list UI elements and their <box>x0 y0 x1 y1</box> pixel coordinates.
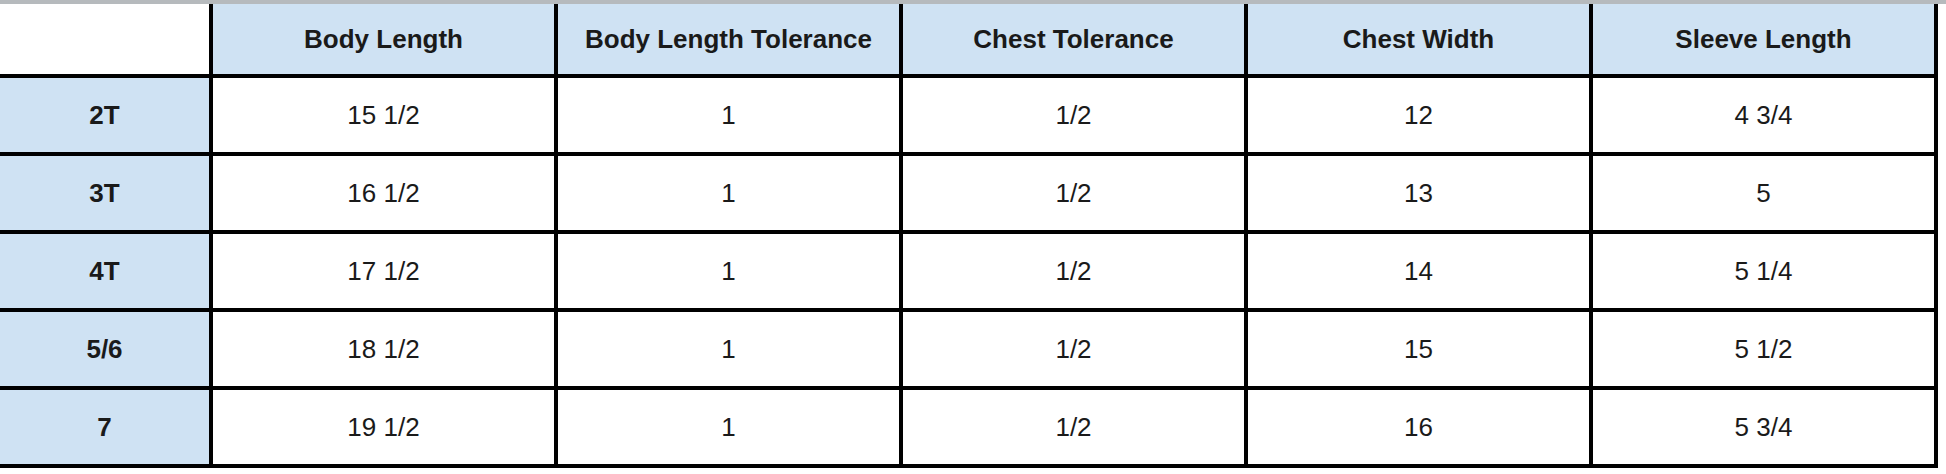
cell-4t-sleeve-length: 5 1/4 <box>1593 234 1938 312</box>
cell-3t-sleeve-length: 5 <box>1593 156 1938 234</box>
table-row-7: 7 19 1/2 1 1/2 16 5 3/4 <box>0 390 1938 468</box>
cell-2t-chest-width: 12 <box>1248 78 1593 156</box>
cell-5-6-sleeve-length: 5 1/2 <box>1593 312 1938 390</box>
row-label-4t: 4T <box>0 234 213 312</box>
table-row-2t: 2T 15 1/2 1 1/2 12 4 3/4 <box>0 78 1938 156</box>
cell-5-6-chest-tolerance: 1/2 <box>903 312 1248 390</box>
cell-4t-body-length: 17 1/2 <box>213 234 558 312</box>
cell-2t-chest-tolerance: 1/2 <box>903 78 1248 156</box>
header-cell-chest-tolerance: Chest Tolerance <box>903 4 1248 78</box>
row-label-7: 7 <box>0 390 213 468</box>
cell-4t-chest-tolerance: 1/2 <box>903 234 1248 312</box>
table-row-4t: 4T 17 1/2 1 1/2 14 5 1/4 <box>0 234 1938 312</box>
header-cell-chest-width: Chest Width <box>1248 4 1593 78</box>
cell-3t-chest-tolerance: 1/2 <box>903 156 1248 234</box>
row-label-5-6: 5/6 <box>0 312 213 390</box>
cell-2t-body-length-tolerance: 1 <box>558 78 903 156</box>
cell-2t-body-length: 15 1/2 <box>213 78 558 156</box>
table-row-3t: 3T 16 1/2 1 1/2 13 5 <box>0 156 1938 234</box>
row-label-3t: 3T <box>0 156 213 234</box>
cell-4t-body-length-tolerance: 1 <box>558 234 903 312</box>
cell-7-sleeve-length: 5 3/4 <box>1593 390 1938 468</box>
cell-3t-body-length-tolerance: 1 <box>558 156 903 234</box>
cell-3t-body-length: 16 1/2 <box>213 156 558 234</box>
header-cell-sleeve-length: Sleeve Length <box>1593 4 1938 78</box>
size-chart-table: Body Length Body Length Tolerance Chest … <box>0 4 1938 468</box>
cell-3t-chest-width: 13 <box>1248 156 1593 234</box>
cell-7-chest-width: 16 <box>1248 390 1593 468</box>
cell-2t-sleeve-length: 4 3/4 <box>1593 78 1938 156</box>
header-cell-body-length: Body Length <box>213 4 558 78</box>
header-row: Body Length Body Length Tolerance Chest … <box>0 4 1938 78</box>
cell-4t-chest-width: 14 <box>1248 234 1593 312</box>
size-chart-screenshot: Body Length Body Length Tolerance Chest … <box>0 0 1946 474</box>
cell-5-6-body-length-tolerance: 1 <box>558 312 903 390</box>
corner-cell <box>0 4 213 78</box>
header-cell-body-length-tolerance: Body Length Tolerance <box>558 4 903 78</box>
row-label-2t: 2T <box>0 78 213 156</box>
cell-7-body-length: 19 1/2 <box>213 390 558 468</box>
cell-5-6-chest-width: 15 <box>1248 312 1593 390</box>
table-row-5-6: 5/6 18 1/2 1 1/2 15 5 1/2 <box>0 312 1938 390</box>
cell-5-6-body-length: 18 1/2 <box>213 312 558 390</box>
cell-7-chest-tolerance: 1/2 <box>903 390 1248 468</box>
cell-7-body-length-tolerance: 1 <box>558 390 903 468</box>
